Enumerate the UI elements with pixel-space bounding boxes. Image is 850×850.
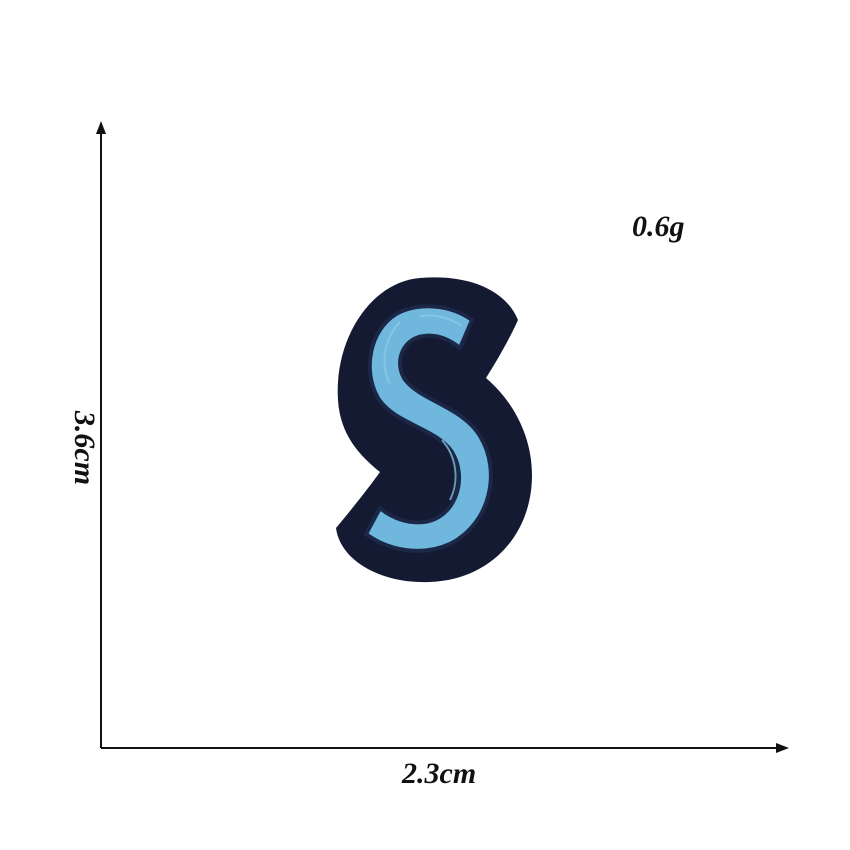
- horizontal-axis-arrow-icon: [776, 743, 789, 753]
- vertical-axis-arrow-icon: [96, 121, 106, 134]
- height-label: 3.6cm: [68, 410, 101, 486]
- letter-s-patch: [336, 277, 532, 583]
- patch-stitch-texture: [383, 314, 463, 501]
- patch-embroidery-s: [364, 304, 493, 553]
- weight-label: 0.6g: [632, 210, 685, 243]
- width-label: 2.3cm: [402, 757, 477, 790]
